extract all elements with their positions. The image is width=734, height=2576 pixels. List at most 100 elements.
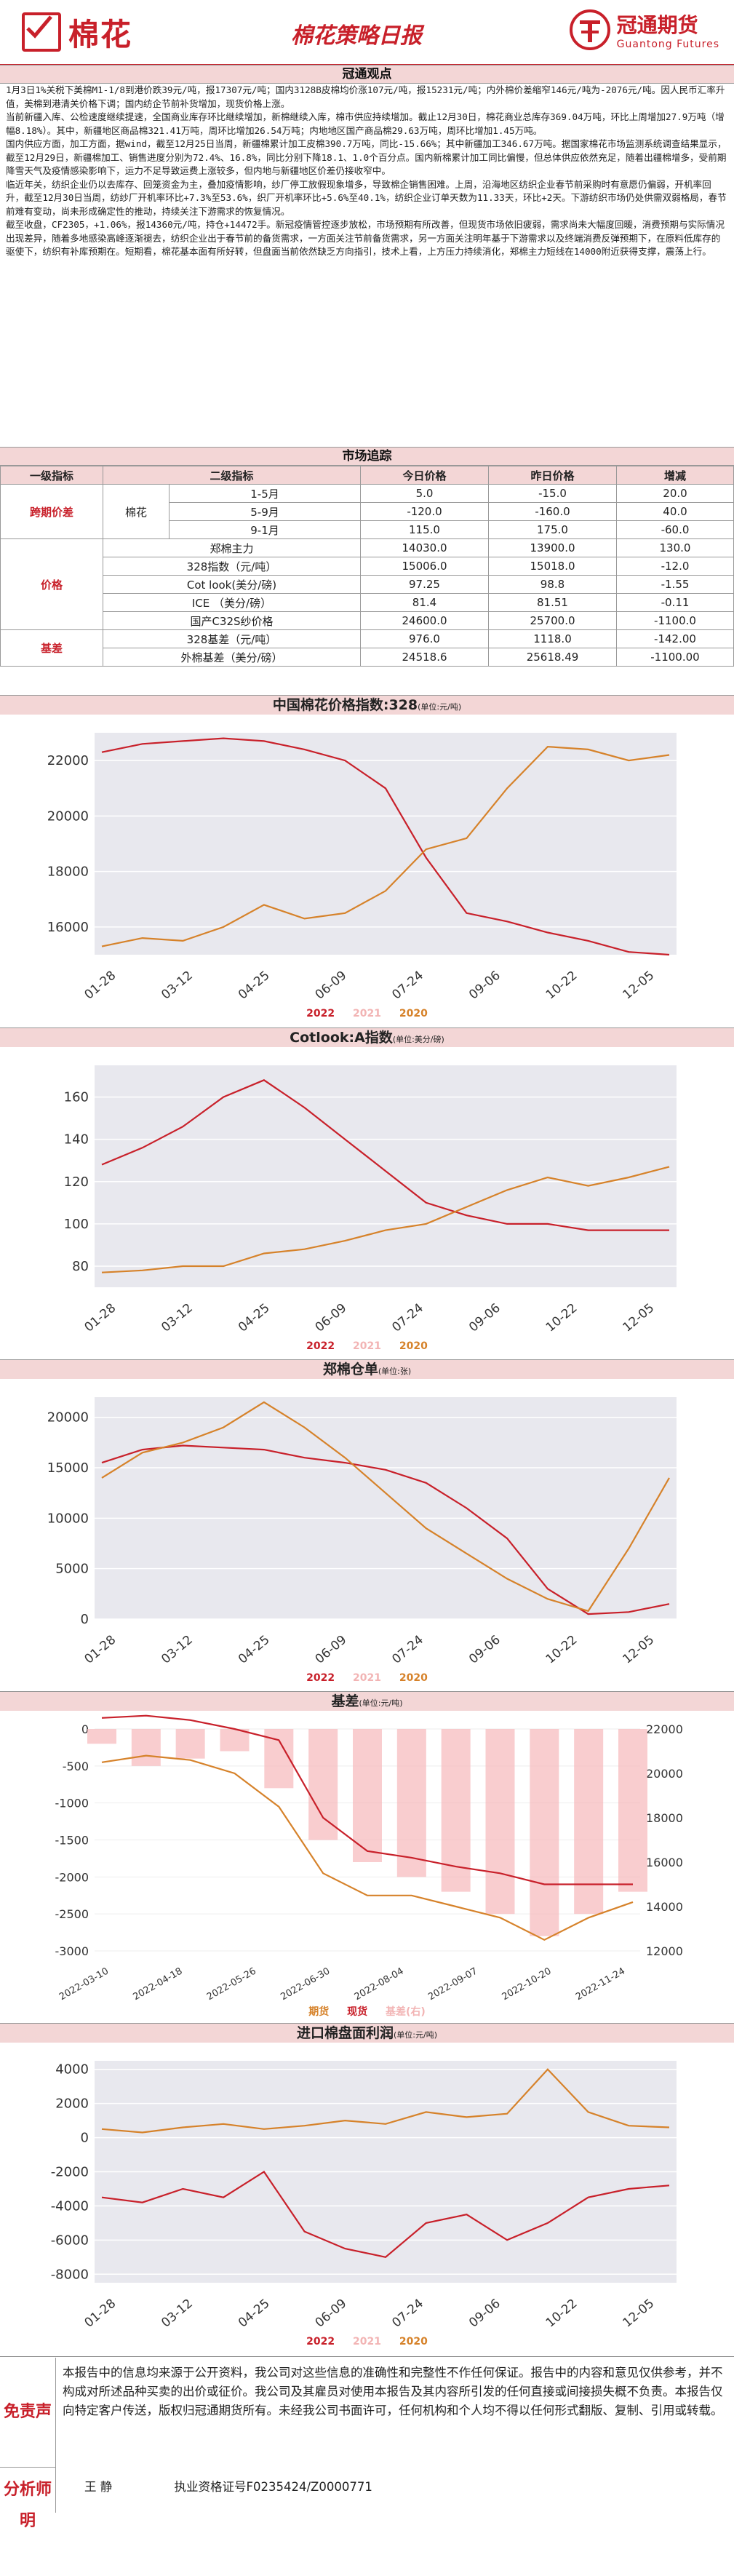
series-line-期货 <box>101 1754 634 1941</box>
row-change: 130.0 <box>616 538 734 557</box>
x-tick-label: 07-24 <box>389 2297 426 2331</box>
x-tick-label: 12-05 <box>621 2297 658 2331</box>
plot-area <box>95 1397 677 1619</box>
legend-2022: 2022 <box>306 1340 335 1352</box>
legend-2020: 2020 <box>399 2336 428 2348</box>
x-tick-label: 06-09 <box>313 969 350 1003</box>
view-paragraph: 截至收盘，CF2305，+1.06%，报14360元/吨，持仓+14472手。新… <box>6 219 725 257</box>
row-name: ICE （美分/磅） <box>103 593 361 612</box>
table-header-cell: 一级指标 <box>0 466 103 485</box>
row-change: -1.55 <box>616 575 734 594</box>
chart-basis: -3000 -2500 -2000 -1500 -1000 -500 0 12000 14000… <box>55 1714 683 2002</box>
y-tick-label-left: -2000 <box>55 1870 89 1884</box>
row-yesterday: -160.0 <box>488 502 617 521</box>
x-tick-label: 09-06 <box>466 1633 503 1667</box>
basis-bar <box>530 1729 559 1936</box>
row-name: 1-5月 <box>169 484 361 503</box>
row-yesterday: 15018.0 <box>488 557 617 576</box>
table-row: 价格 郑棉主力 14030.0 13900.0 130.0 <box>0 538 734 630</box>
disclaimer-text: 本报告中的信息均来源于公开资料，我公司对这些信息的准确性和完整性不作任何保证。报… <box>63 2366 723 2417</box>
y-tick-label: 15000 <box>47 1460 89 1476</box>
legend-futures: 期货 <box>308 2006 330 2018</box>
x-tick-label: 2022-06-30 <box>279 1965 332 2002</box>
legend-2021: 2021 <box>353 1008 381 1019</box>
y-tick-label: 100 <box>64 1217 89 1232</box>
legend-spot: 现货 <box>347 2006 368 2018</box>
row-name: 国产C32S纱价格 <box>103 611 361 630</box>
table-header-cell: 二级指标 <box>103 466 361 485</box>
y-tick-label: -2000 <box>51 2165 89 2180</box>
legend-2020: 2020 <box>399 1672 428 1684</box>
y-tick-label-right: 20000 <box>646 1767 683 1781</box>
y-tick-label-right: 18000 <box>646 1811 683 1825</box>
row-today: 976.0 <box>360 629 489 648</box>
row-yesterday: 13900.0 <box>488 538 617 557</box>
footer: 免责声明 本报告中的信息均来源于公开资料，我公司对这些信息的准确性和完整性不作任… <box>0 2358 734 2530</box>
y-tick-label: 4000 <box>55 2062 89 2078</box>
report-page: 棉花 棉花策略日报 冠通期货 Guantong Futures 冠通观点 1月3… <box>0 9 734 2530</box>
table-header-cell: 今日价格 <box>360 466 489 485</box>
group-label: 基差 <box>0 629 103 667</box>
y-tick-label-left: 0 <box>81 1722 89 1736</box>
legend-2022: 2022 <box>306 1672 335 1684</box>
chart-328-index: 16000 18000 20000 22000 01-28 03-12 04-25 06-09… <box>47 733 677 1003</box>
row-today: 115.0 <box>360 520 489 539</box>
basis-bar <box>175 1729 205 1759</box>
chart-unit: (单位:元/吨) <box>359 1698 403 1708</box>
x-tick-label: 10-22 <box>543 1301 581 1335</box>
x-tick-label: 2022-11-24 <box>574 1965 627 2002</box>
plot-area <box>95 1065 677 1287</box>
row-change: -1100.00 <box>616 648 734 667</box>
legend-2021: 2021 <box>353 1672 381 1684</box>
x-tick-label: 01-28 <box>82 1301 119 1335</box>
row-change: 20.0 <box>616 484 734 503</box>
x-tick-label: 03-12 <box>159 969 196 1003</box>
basis-bar <box>574 1729 604 1915</box>
series-line-2020 <box>101 1166 670 1273</box>
row-name: 328指数（元/吨） <box>103 557 361 576</box>
x-tick-label: 09-06 <box>466 1301 503 1335</box>
divider <box>0 2356 734 2357</box>
analyst-name: 王 静 <box>84 2480 113 2494</box>
basis-bar <box>485 1729 515 1915</box>
chart-title-text: 中国棉花价格指数:328 <box>272 697 418 713</box>
x-tick-label: 12-05 <box>621 1633 658 1667</box>
row-yesterday: 175.0 <box>488 520 617 539</box>
x-tick-label: 04-25 <box>236 1633 273 1667</box>
x-tick-label: 01-28 <box>82 2297 119 2331</box>
x-tick-label: 07-24 <box>389 969 426 1003</box>
x-tick-label: 2022-10-20 <box>500 1965 554 2002</box>
basis-bar <box>308 1729 338 1840</box>
x-tick-label: 2022-03-10 <box>57 1965 111 2002</box>
view-paragraph: 国内供应方面，加工方面，据wind，截至12月25日当周，新疆棉累计加工皮棉39… <box>6 138 727 176</box>
series-line-2020 <box>101 2068 670 2134</box>
y-tick-label-right: 14000 <box>646 1900 683 1914</box>
row-yesterday: 25618.49 <box>488 648 617 667</box>
row-change: -1100.0 <box>616 611 734 630</box>
row-yesterday: 25700.0 <box>488 611 617 630</box>
chart-legend: 2022 2021 2020 <box>0 1008 734 1019</box>
basis-bar <box>396 1729 426 1877</box>
basis-bar <box>353 1729 382 1862</box>
chart-unit: (单位:元/吨) <box>418 702 462 712</box>
view-paragraph: 临近年关，纺织企业仍以去库存、回笼资金为主，叠加疫情影响，纱厂停工放假现象增多，… <box>6 178 727 217</box>
table-header-row: 一级指标 二级指标 今日价格 昨日价格 增减 <box>0 466 734 485</box>
x-tick-label: 06-09 <box>313 1633 350 1667</box>
company-name-cn: 冠通期货 <box>616 13 698 37</box>
plot-area <box>95 733 677 955</box>
y-tick-label: -4000 <box>51 2198 89 2214</box>
x-tick-label: 03-12 <box>159 1301 196 1335</box>
series-line-2022 <box>101 2171 670 2258</box>
table-row: 跨期价差 棉花 1-5月 5.0 -15.0 20.0 <box>0 484 734 539</box>
legend-2021: 2021 <box>353 2336 381 2348</box>
chart-legend: 2022 2021 2020 <box>0 2336 734 2348</box>
chart-title-text: 郑棉仓单 <box>322 1361 378 1378</box>
row-name: 外棉基差（美分/磅） <box>103 648 361 667</box>
chart-title-import-profit: 进口棉盘面利润(单位:元/吨) <box>0 2023 734 2043</box>
x-tick-label: 2022-05-26 <box>205 1965 258 2002</box>
x-tick-label: 07-24 <box>389 1633 426 1667</box>
x-tick-label: 12-05 <box>621 969 658 1003</box>
chart-import-profit: -8000 -6000 -4000 -2000 0 2000 4000 01-28 03-12 0… <box>51 2061 677 2331</box>
view-section-title: 冠通观点 <box>0 65 734 84</box>
y-tick-label: 18000 <box>47 864 89 880</box>
